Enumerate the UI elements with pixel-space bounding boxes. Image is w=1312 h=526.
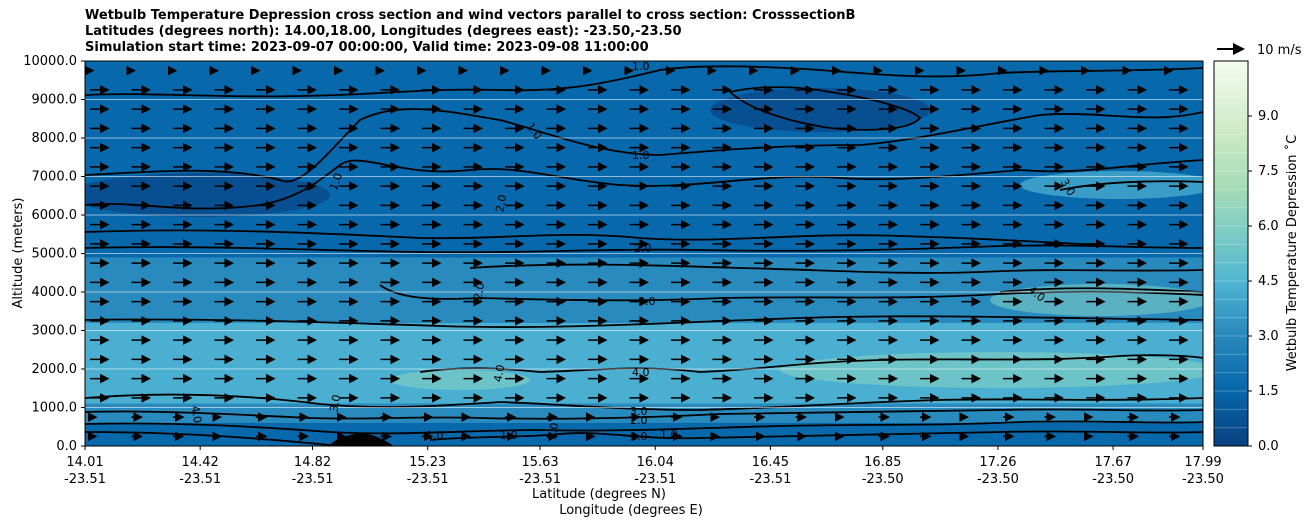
colorbar-tick-label: 4.5 xyxy=(1258,274,1279,289)
x-tick-lat-label: 15.63 xyxy=(521,455,558,470)
contour-label: 2.0 xyxy=(630,414,648,427)
filled-patch xyxy=(710,88,930,132)
contour-label: 4.0 xyxy=(491,364,507,383)
contour-label: 1.0 xyxy=(426,429,444,442)
y-tick-label: 10000.0 xyxy=(23,54,77,69)
chart-title: Wetbulb Temperature Depression cross sec… xyxy=(85,8,855,56)
contour-label: 1.0 xyxy=(632,60,650,73)
contour-label: 2.0 xyxy=(471,282,487,301)
contour-labels: 1.0 1.0 1.0 1.0 2.0 2.0 2.0 3.0 3.0 4.0 … xyxy=(188,60,1077,443)
contour-line xyxy=(728,86,922,131)
y-tick-label: 6000.0 xyxy=(32,208,78,223)
colorbar-tick-label: 7.5 xyxy=(1258,164,1279,179)
contour-line xyxy=(999,287,1203,293)
x-tick-lon-label: -23.51 xyxy=(179,472,221,487)
contour-label: 1.0 xyxy=(327,171,345,192)
contour-label: 1.0 xyxy=(500,429,518,442)
contour-label: 2.0 xyxy=(493,194,509,213)
x-tick-lon-label: -23.51 xyxy=(407,472,449,487)
filled-patch xyxy=(390,370,530,390)
y-tick-label: 8000.0 xyxy=(32,131,78,146)
x-tick-lat-label: 15.23 xyxy=(409,455,446,470)
colorbar: 0.0 1.5 3.0 4.5 6.0 7.5 9.0 Wetbulb Temperatur… xyxy=(1213,60,1300,454)
colorbar-tick-label: 3.0 xyxy=(1258,329,1279,344)
x-tick-lon-label: -23.51 xyxy=(634,472,676,487)
wind-key-label: 10 m/s xyxy=(1257,43,1302,58)
colorbar-scale xyxy=(1214,61,1248,446)
colorbar-ticks: 0.0 1.5 3.0 4.5 6.0 7.5 9.0 xyxy=(1248,109,1279,454)
contour-label: 1.0 xyxy=(632,149,650,162)
contour-label: 2.0 xyxy=(634,242,652,255)
contour-line xyxy=(85,244,1203,254)
x-tick-lon-label: -23.51 xyxy=(292,472,334,487)
gridlines xyxy=(85,99,1203,408)
colorbar-bands xyxy=(1214,78,1248,447)
colorbar-tick-label: 0.0 xyxy=(1258,439,1279,454)
colorbar-frame xyxy=(1213,60,1249,447)
y-tick-label: 5000.0 xyxy=(32,247,78,262)
title-line-3: Simulation start time: 2023-09-07 00:00:… xyxy=(85,40,649,55)
x-axis-label-lat: Latitude (degrees N) xyxy=(532,487,666,502)
x-tick-lon-label: -23.51 xyxy=(519,472,561,487)
x-tick-lat-label: 16.04 xyxy=(637,455,674,470)
colorbar-label: Wetbulb Temperature Depression ˚C xyxy=(1284,135,1300,372)
colorbar-tick-label: 1.5 xyxy=(1258,384,1279,399)
contour-label: 3.0 xyxy=(630,405,648,418)
y-tick-label: 2000.0 xyxy=(32,362,78,377)
x-tick-lon-label: -23.50 xyxy=(1092,472,1134,487)
contour-line xyxy=(419,354,1203,373)
contour-line xyxy=(85,229,1101,246)
y-tick-label: 7000.0 xyxy=(32,170,78,185)
x-tick-lat-label: 17.26 xyxy=(979,455,1016,470)
contour-label: 1.0 xyxy=(630,430,648,443)
filled-patch xyxy=(85,173,330,217)
x-tick-lon-label: -23.51 xyxy=(64,472,106,487)
y-tick-label: 9000.0 xyxy=(32,93,78,108)
title-line-2: Latitudes (degrees north): 14.00,18.00, … xyxy=(85,24,682,39)
y-axis-label: Altitude (meters) xyxy=(11,198,26,309)
y-tick-label: 3000.0 xyxy=(32,324,78,339)
contour-line xyxy=(85,108,1203,183)
contour-line xyxy=(469,263,1203,274)
filled-patch xyxy=(1020,171,1203,199)
contour-label: 4.0 xyxy=(188,405,204,424)
wind-vectors xyxy=(85,65,1189,442)
contour-label: 1.0 xyxy=(545,422,561,441)
contour-label: 3.0 xyxy=(327,394,343,413)
x-tick-lat-label: 14.42 xyxy=(182,455,219,470)
y-tick-label: 4000.0 xyxy=(32,285,78,300)
x-tick-lat-label: 17.99 xyxy=(1184,455,1221,470)
x-tick-lon-label: -23.51 xyxy=(749,472,791,487)
x-tick-lon-label: -23.50 xyxy=(1182,472,1224,487)
contour-label: 3.0 xyxy=(638,295,656,308)
x-tick-lat-label: 16.45 xyxy=(752,455,789,470)
x-axis-label-lon: Longitude (degrees E) xyxy=(559,503,703,518)
x-tick-lat-label: 16.85 xyxy=(864,455,901,470)
contour-label: 4.0 xyxy=(632,366,650,379)
x-tick-lat-label: 17.67 xyxy=(1095,455,1132,470)
plot-area: 1.0 1.0 1.0 1.0 2.0 2.0 2.0 3.0 3.0 4.0 … xyxy=(85,60,1203,446)
contour-line xyxy=(85,408,1203,420)
y-axis: 0.0 1000.0 2000.0 3000.0 4000.0 5000.0 6000.0 7… xyxy=(23,54,85,454)
filled-patch xyxy=(780,352,1203,388)
y-tick-label: 0.0 xyxy=(56,439,77,454)
colorbar-tick-label: 9.0 xyxy=(1258,109,1279,124)
x-tick-lon-label: -23.50 xyxy=(977,472,1019,487)
y-tick-label: 1000.0 xyxy=(32,401,78,416)
title-line-1: Wetbulb Temperature Depression cross sec… xyxy=(85,8,856,23)
colorbar-tick-label: 6.0 xyxy=(1258,219,1279,234)
x-tick-lat-label: 14.01 xyxy=(66,455,103,470)
x-tick-lon-label: -23.50 xyxy=(862,472,904,487)
contour-label: 1.0 xyxy=(660,428,678,441)
x-axis: 14.01 -23.51 14.42 -23.51 14.82 -23.51 15.23 -2… xyxy=(64,446,1224,487)
wind-key: 10 m/s xyxy=(1217,43,1302,58)
x-tick-lat-label: 14.82 xyxy=(294,455,331,470)
contour-line xyxy=(85,420,1203,435)
